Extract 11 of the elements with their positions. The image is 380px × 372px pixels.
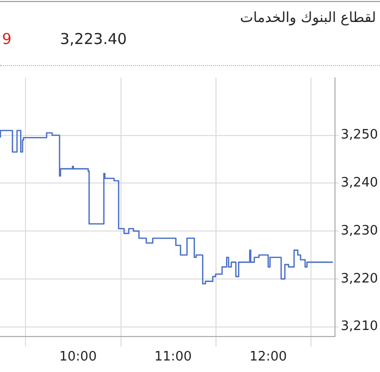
- y-tick-label: 3,230: [340, 223, 378, 238]
- text: 9: [2, 30, 12, 48]
- y-tick-label: 3,240: [340, 176, 378, 191]
- x-tick-label: 12:00: [249, 350, 287, 365]
- x-tick-label: 10:00: [59, 350, 97, 365]
- text: 3,223.40: [60, 30, 127, 48]
- y-tick-label: 3,210: [340, 319, 378, 334]
- y-tick-label: 3,220: [340, 271, 378, 286]
- y-tick-label: 3,250: [340, 128, 378, 143]
- chart-title: لقطاع البنوك والخدمات: [240, 10, 376, 26]
- x-tick-label: 11:00: [154, 350, 192, 365]
